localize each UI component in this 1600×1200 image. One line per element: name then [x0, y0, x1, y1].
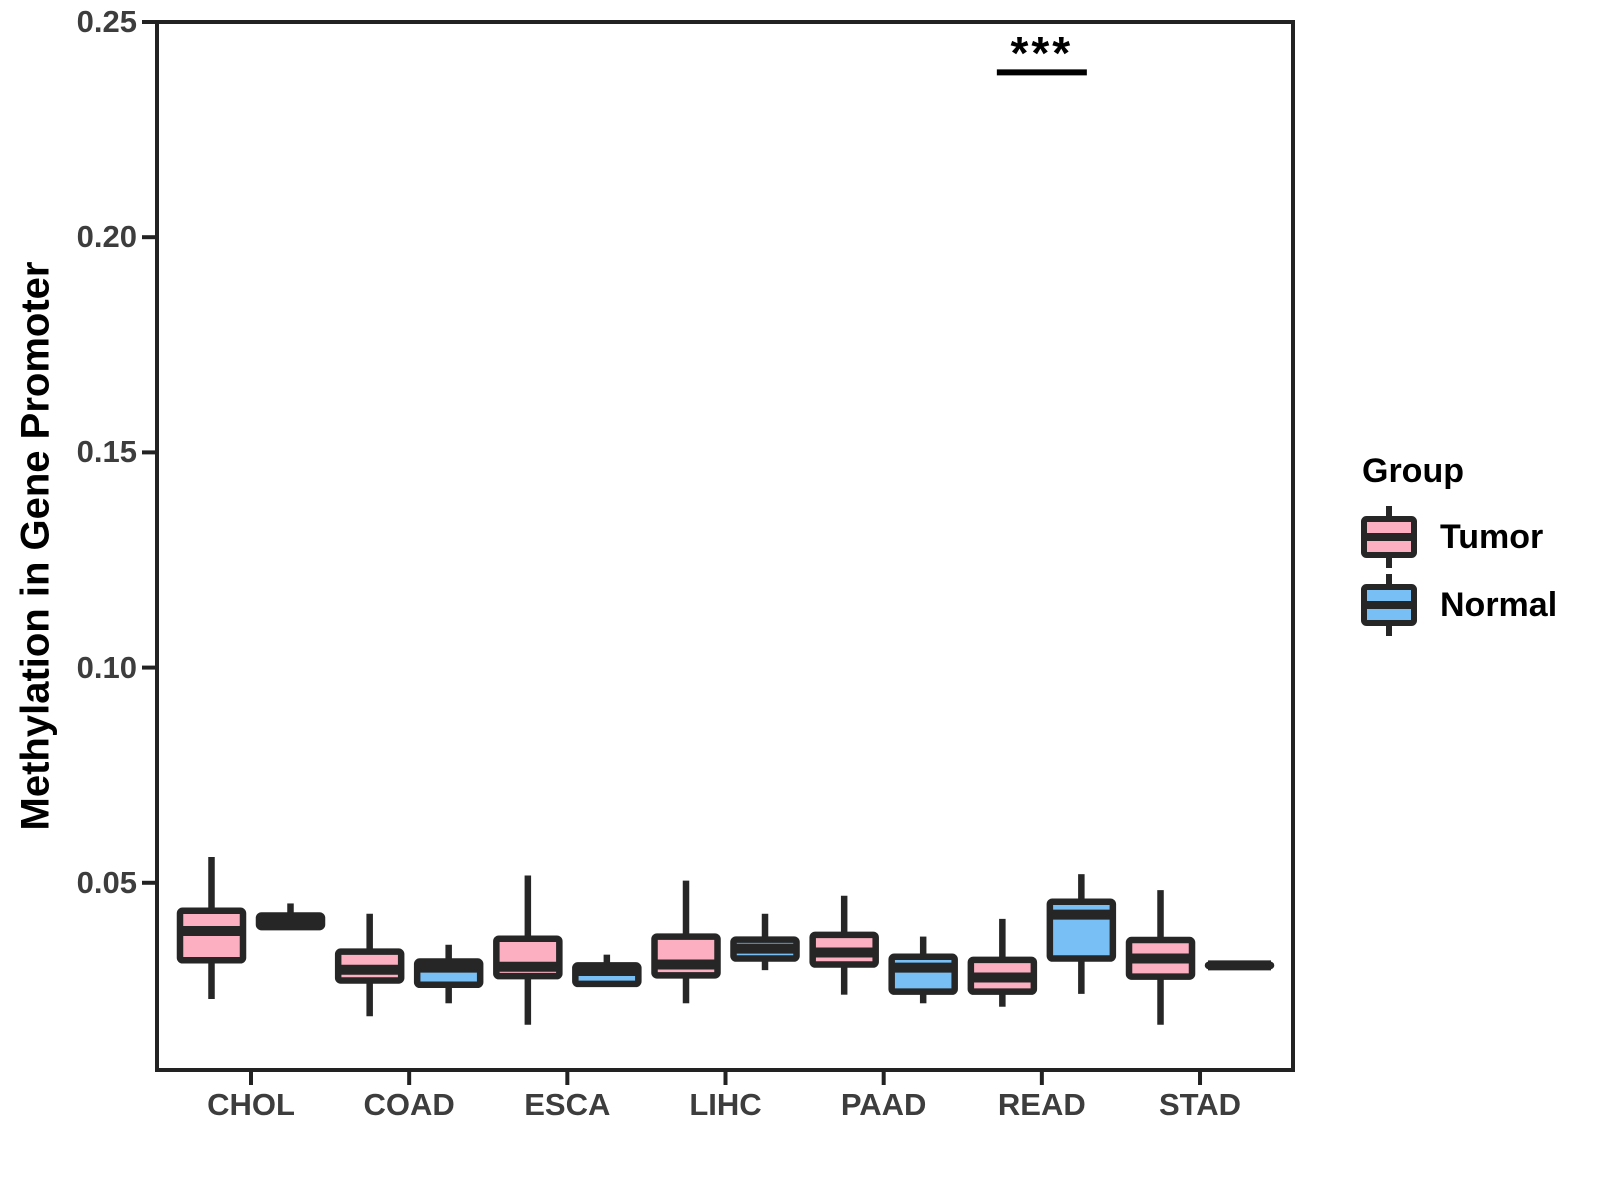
- legend-label-tumor: Tumor: [1440, 517, 1544, 556]
- legend: Group Tumor Normal: [1360, 452, 1557, 639]
- box-normal-paad: [888, 953, 958, 995]
- panel-border: [155, 20, 1295, 1072]
- x-tick-label-lihc: LIHC: [689, 1087, 762, 1122]
- legend-item-tumor: Tumor: [1360, 503, 1557, 571]
- legend-item-normal: Normal: [1360, 571, 1557, 639]
- y-tick-label-0.05: 0.05: [76, 864, 137, 900]
- y-tick-label-0.10: 0.10: [76, 649, 137, 685]
- x-tick-label-esca: ESCA: [524, 1087, 611, 1122]
- significance-stars: ***: [1010, 27, 1074, 79]
- y-tick-label-0.15: 0.15: [76, 434, 137, 470]
- x-tick-label-paad: PAAD: [840, 1087, 927, 1122]
- y-tick-label-0.25: 0.25: [76, 4, 137, 39]
- boxplot-glyph-tumor-icon: [1361, 506, 1417, 568]
- x-tick-label-stad: STAD: [1158, 1087, 1242, 1122]
- legend-label-normal: Normal: [1440, 585, 1558, 624]
- x-tick-label-chol: CHOL: [207, 1087, 295, 1122]
- x-tick-label-coad: COAD: [363, 1087, 455, 1122]
- boxplot-glyph-normal-icon: [1361, 574, 1417, 636]
- legend-title: Group: [1362, 452, 1464, 490]
- y-tick-label-0.20: 0.20: [76, 219, 137, 255]
- x-tick-label-read: READ: [997, 1087, 1086, 1122]
